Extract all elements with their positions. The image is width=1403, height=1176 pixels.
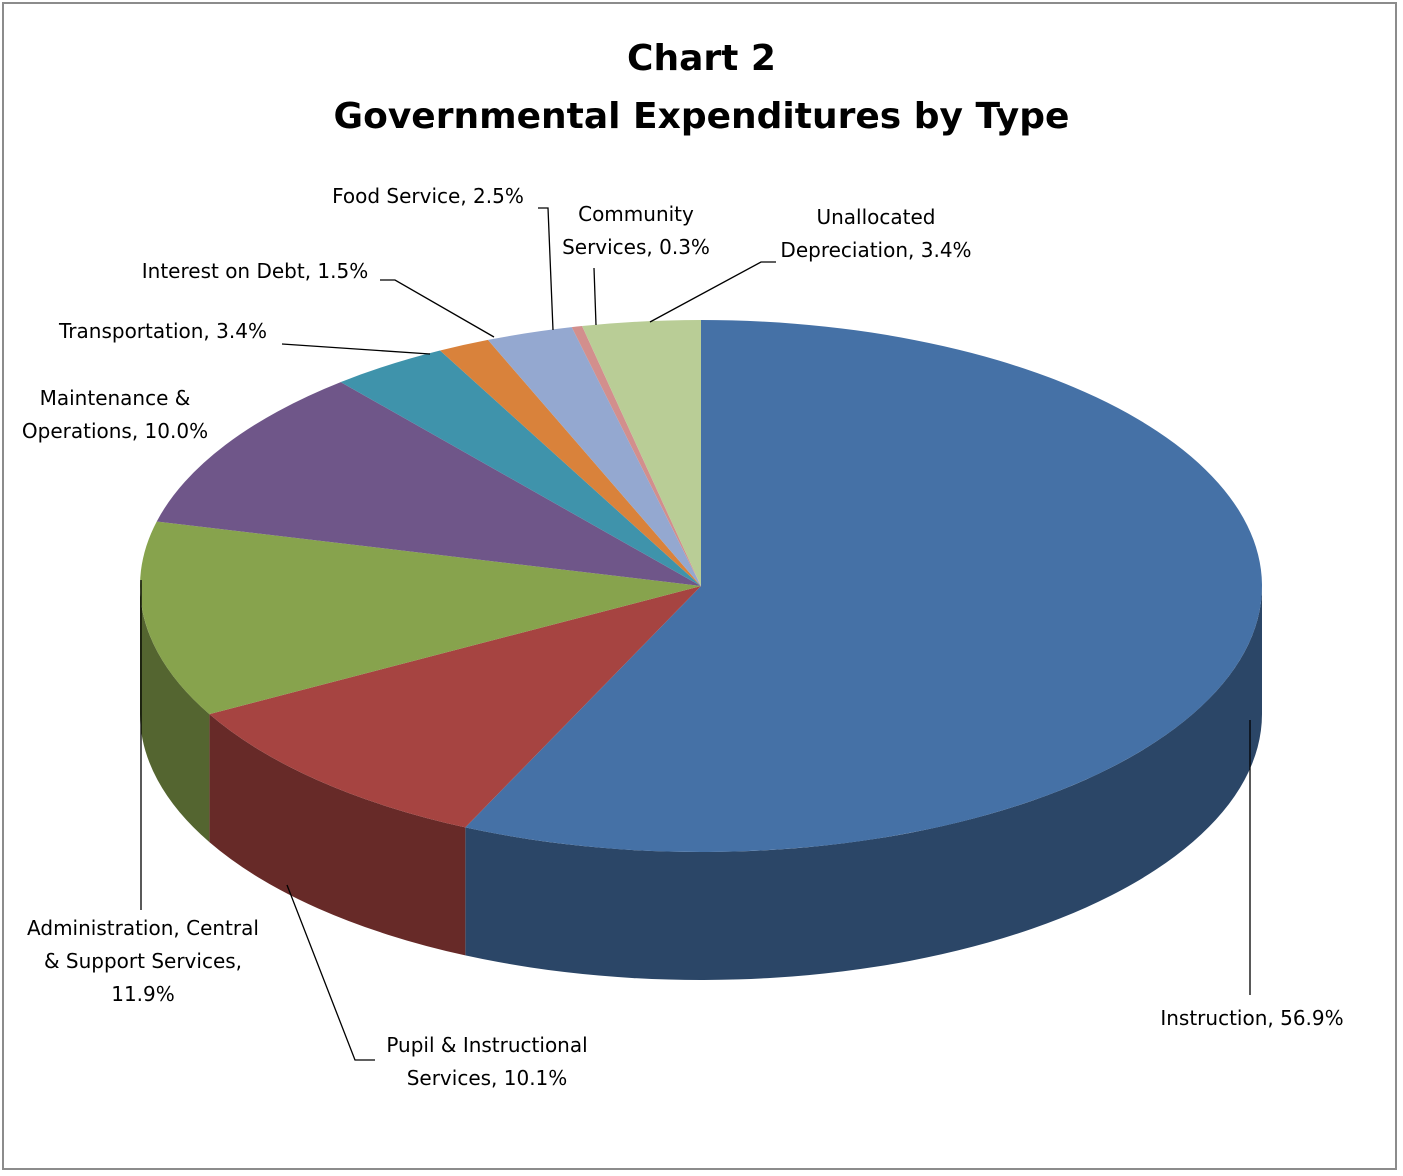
slice-maintenance-and-operations [156,382,701,586]
slice-side-pupil-and-instructional-services [209,714,466,956]
slice-label-food-service: Food Service, 2.5% [332,184,524,208]
slice-label-community-services: Community Services, 0.3% [562,202,710,259]
slice-label-transportation: Transportation, 3.4% [58,319,267,343]
slice-label-maintenance-and-operations: Maintenance & Operations, 10.0% [22,386,208,443]
chart-subtitle: Governmental Expenditures by Type [333,96,1070,137]
leader-line-unallocated-depreciation [649,261,776,323]
slice-community-services [571,326,701,586]
slice-instruction [465,320,1262,852]
slice-label-instruction: Instruction, 56.9% [1160,1006,1343,1030]
slice-label-pupil-and-instructional-services: Pupil & Instructional Services, 10.1% [386,1033,587,1090]
slice-administration-central-and-support-services [139,521,701,715]
slice-unallocated-depreciation [582,320,701,586]
leader-line-pupil-and-instructional-services [286,884,375,1061]
pie-slices [139,320,1262,852]
slice-interest-on-debt [440,339,701,586]
chart-title: Chart 2 [627,38,776,79]
pie-sides [140,586,1262,981]
leader-line-transportation [281,343,431,355]
leader-line-community-services [593,267,597,326]
leader-lines [140,207,1251,1061]
slice-label-administration-central-and-support-services: Administration, Central & Support Service… [27,916,259,1006]
slice-transportation [340,350,701,586]
leader-line-interest-on-debt [380,279,495,338]
slice-label-unallocated-depreciation: Unallocated Depreciation, 3.4% [780,205,971,262]
slice-labels: Instruction, 56.9% Pupil & Instructional S… [22,184,1344,1090]
slice-label-interest-on-debt: Interest on Debt, 1.5% [142,259,368,283]
leader-line-food-service [538,207,554,331]
slice-side-instruction [465,586,1262,981]
slice-food-service [487,327,701,586]
slice-side-administration-central-and-support-services [140,586,210,843]
slice-pupil-and-instructional-services [209,586,701,828]
